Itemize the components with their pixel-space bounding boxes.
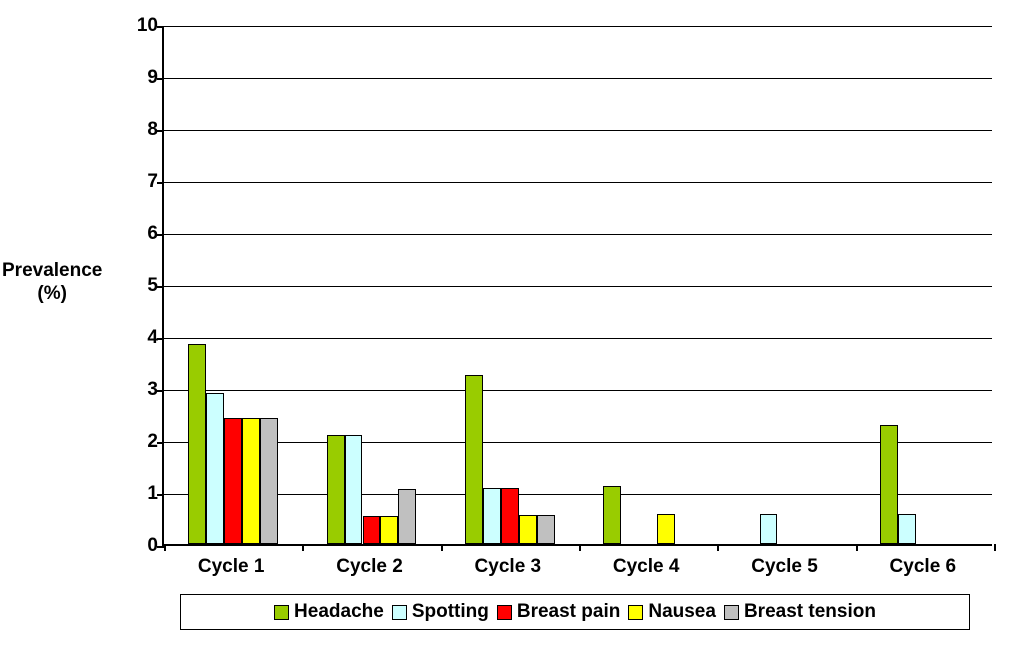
y-tick-label: 4: [128, 327, 158, 349]
legend-swatch: [274, 605, 289, 620]
x-tick-mark: [856, 544, 858, 551]
legend-swatch: [392, 605, 407, 620]
y-tick-label: 6: [128, 223, 158, 245]
gridline: [164, 130, 992, 131]
legend-swatch: [724, 605, 739, 620]
gridline: [164, 26, 992, 27]
y-tick-label: 9: [128, 67, 158, 89]
plot-area: [162, 26, 992, 546]
gridline: [164, 234, 992, 235]
gridline: [164, 494, 992, 495]
bar: [537, 515, 555, 544]
bar: [363, 516, 381, 544]
legend: Headache Spotting Breast pain Nausea Breast …: [180, 594, 970, 630]
y-tick-mark: [157, 78, 164, 80]
bar: [380, 516, 398, 544]
y-tick-mark: [157, 130, 164, 132]
legend-swatch: [628, 605, 643, 620]
legend-label: Headache: [294, 601, 384, 623]
bar: [880, 425, 898, 544]
bar: [242, 418, 260, 544]
y-axis-label: Prevalence (%): [2, 260, 102, 306]
y-tick-label: 1: [128, 483, 158, 505]
x-category-label: Cycle 2: [336, 556, 403, 578]
bar: [760, 514, 778, 544]
y-tick-label: 7: [128, 171, 158, 193]
bar: [603, 486, 621, 544]
y-tick-label: 10: [128, 15, 158, 37]
y-tick-mark: [157, 442, 164, 444]
y-tick-label: 8: [128, 119, 158, 141]
y-tick-label: 5: [128, 275, 158, 297]
y-tick-mark: [157, 234, 164, 236]
y-tick-mark: [157, 390, 164, 392]
bar: [188, 344, 206, 544]
x-tick-mark: [302, 544, 304, 551]
y-tick-mark: [157, 546, 164, 548]
legend-item: Breast pain: [497, 601, 620, 623]
bar: [501, 488, 519, 544]
gridline: [164, 286, 992, 287]
y-axis-label-line2: (%): [37, 283, 67, 304]
legend-item: Headache: [274, 601, 384, 623]
x-tick-mark: [579, 544, 581, 551]
legend-item: Breast tension: [724, 601, 876, 623]
y-tick-mark: [157, 286, 164, 288]
y-tick-mark: [157, 494, 164, 496]
bar: [327, 435, 345, 544]
y-axis-label-line1: Prevalence: [2, 260, 102, 281]
bar: [519, 515, 537, 544]
bar: [898, 514, 916, 544]
bar: [465, 375, 483, 544]
x-category-label: Cycle 6: [890, 556, 957, 578]
legend-label: Breast tension: [744, 601, 876, 623]
legend-label: Nausea: [648, 601, 716, 623]
x-category-label: Cycle 1: [198, 556, 265, 578]
x-tick-mark: [441, 544, 443, 551]
y-tick-label: 2: [128, 431, 158, 453]
legend-label: Breast pain: [517, 601, 620, 623]
legend-swatch: [497, 605, 512, 620]
chart-container: Prevalence (%) Headache Spotting Breast pa…: [0, 0, 1018, 653]
y-tick-mark: [157, 338, 164, 340]
x-tick-mark: [717, 544, 719, 551]
gridline: [164, 390, 992, 391]
bar: [260, 418, 278, 544]
gridline: [164, 442, 992, 443]
y-tick-mark: [157, 26, 164, 28]
y-tick-label: 3: [128, 379, 158, 401]
y-tick-label: 0: [128, 535, 158, 557]
y-tick-mark: [157, 182, 164, 184]
x-category-label: Cycle 4: [613, 556, 680, 578]
gridline: [164, 182, 992, 183]
gridline: [164, 78, 992, 79]
x-category-label: Cycle 5: [751, 556, 818, 578]
gridline: [164, 338, 992, 339]
bar: [657, 514, 675, 544]
legend-item: Nausea: [628, 601, 716, 623]
bar: [345, 435, 363, 544]
bar: [224, 418, 242, 544]
x-category-label: Cycle 3: [475, 556, 542, 578]
bar: [483, 488, 501, 544]
legend-item: Spotting: [392, 601, 489, 623]
x-tick-mark: [994, 544, 996, 551]
bar: [398, 489, 416, 544]
legend-label: Spotting: [412, 601, 489, 623]
x-tick-mark: [164, 544, 166, 551]
bar: [206, 393, 224, 544]
